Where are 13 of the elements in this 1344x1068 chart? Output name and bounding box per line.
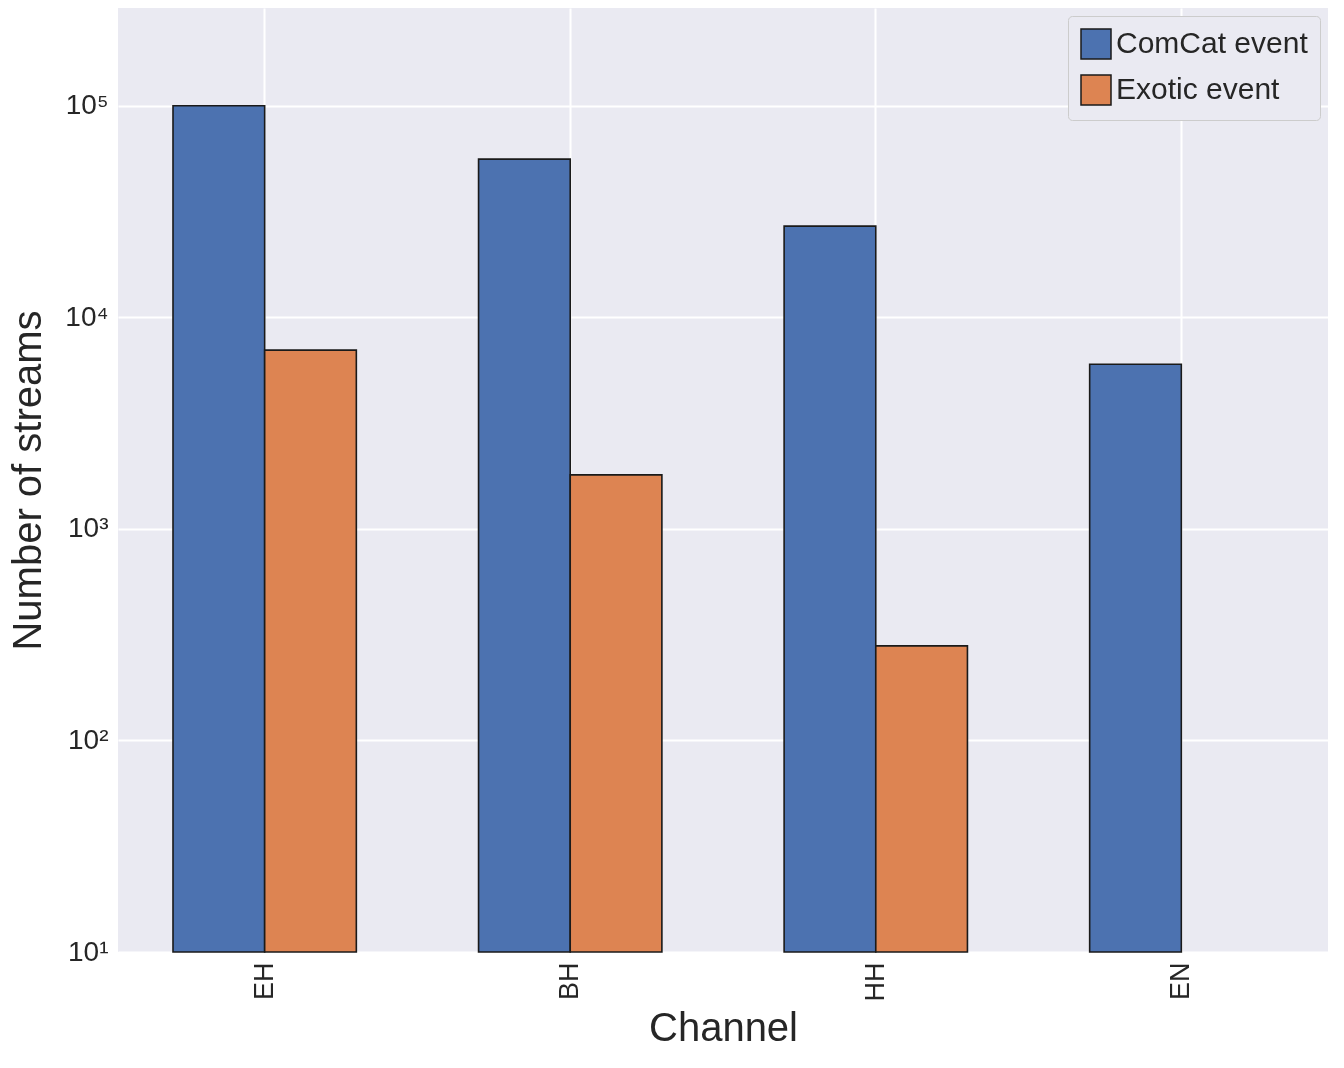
y-axis-title: Number of streams bbox=[5, 310, 50, 651]
x-tick-label: EH bbox=[248, 962, 279, 1001]
y-tick-label: 10¹ bbox=[68, 935, 109, 967]
y-tick-label: 10³ bbox=[68, 512, 109, 544]
y-tick-label: 10⁴ bbox=[65, 300, 109, 332]
x-tick-label: BH bbox=[554, 962, 585, 1001]
x-tick-label: EN bbox=[1165, 962, 1196, 1001]
legend-label: ComCat event bbox=[1116, 26, 1309, 59]
legend-label: Exotic event bbox=[1116, 72, 1281, 105]
y-tick-label: 10⁵ bbox=[65, 89, 109, 121]
x-axis-title: Channel bbox=[648, 1005, 799, 1050]
y-tick-label: 10² bbox=[68, 723, 109, 755]
x-tick-label: HH bbox=[859, 962, 890, 1002]
